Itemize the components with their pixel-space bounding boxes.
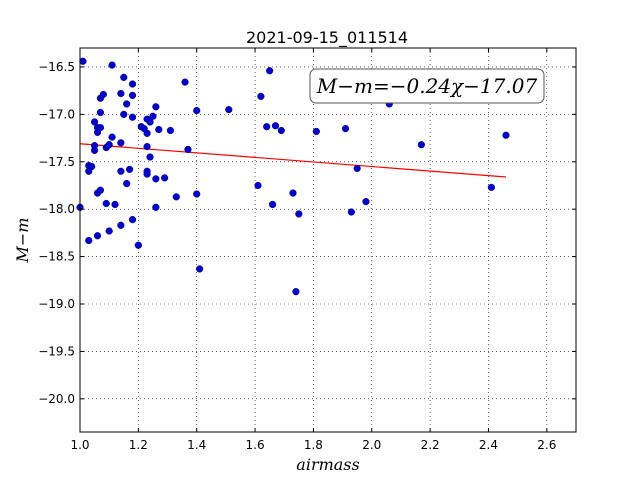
- data-point: [146, 118, 154, 126]
- data-point: [117, 89, 125, 98]
- data-point: [128, 216, 137, 224]
- data-point: [353, 164, 361, 173]
- y-tick-label: −17.0: [38, 107, 75, 121]
- data-point: [88, 162, 96, 171]
- data-point: [149, 112, 157, 120]
- data-point: [225, 106, 233, 114]
- y-tick-label: −18.0: [38, 202, 75, 216]
- data-point: [257, 92, 265, 100]
- x-tick-label: 2.0: [362, 438, 381, 452]
- data-point: [90, 142, 99, 150]
- x-axis-label: airmass: [296, 455, 359, 474]
- data-point: [128, 113, 137, 121]
- data-point: [268, 200, 277, 209]
- data-point: [126, 165, 134, 173]
- data-point: [295, 210, 303, 218]
- data-point: [292, 288, 300, 296]
- data-point: [108, 133, 116, 141]
- data-point: [155, 125, 163, 134]
- fit-annotation-text: M−m=−0.24χ−17.07: [316, 74, 538, 98]
- fit-line-layer: [79, 143, 507, 178]
- data-point: [111, 200, 119, 209]
- data-point: [143, 170, 151, 178]
- data-point: [271, 122, 280, 130]
- data-point: [417, 141, 425, 149]
- data-point: [128, 80, 137, 88]
- x-tick-label: 1.2: [129, 438, 148, 452]
- data-point: [289, 189, 297, 197]
- x-tick-label: 1.0: [70, 438, 89, 452]
- x-tick-label: 1.8: [304, 438, 323, 452]
- data-point: [502, 131, 510, 139]
- x-tick-label: 1.6: [246, 438, 265, 452]
- fit-line: [79, 143, 507, 178]
- y-tick-label: −17.5: [38, 155, 75, 169]
- x-tick-label: 2.2: [421, 438, 440, 452]
- data-point: [134, 241, 142, 249]
- y-tick-label: −20.0: [38, 392, 75, 406]
- data-point: [161, 174, 169, 182]
- data-point: [193, 106, 201, 115]
- data-point: [193, 190, 201, 198]
- data-point: [96, 124, 105, 132]
- data-point: [120, 110, 128, 118]
- data-point: [254, 181, 262, 190]
- x-tick-label: 2.4: [479, 438, 498, 452]
- data-point: [266, 67, 274, 75]
- data-point: [277, 126, 285, 135]
- data-point: [108, 61, 116, 69]
- data-point: [105, 227, 113, 235]
- data-point: [85, 236, 93, 245]
- data-point: [123, 179, 131, 188]
- data-point: [117, 167, 125, 175]
- data-points: [76, 57, 510, 296]
- data-point: [166, 126, 175, 135]
- data-point: [123, 100, 131, 108]
- data-point: [196, 265, 204, 273]
- fit-annotation-box: [309, 68, 545, 104]
- fit-annotation: M−m=−0.24χ−17.07: [309, 68, 545, 104]
- data-point: [120, 73, 128, 81]
- data-point: [79, 57, 87, 65]
- y-tick-label: −19.0: [38, 297, 75, 311]
- data-point: [184, 145, 192, 154]
- data-point: [172, 193, 180, 201]
- data-point: [152, 103, 160, 111]
- y-axis-label: M−m: [13, 218, 32, 264]
- data-point: [263, 123, 271, 131]
- data-point: [117, 221, 125, 229]
- data-point: [143, 129, 151, 137]
- plot-frame: [79, 47, 577, 433]
- chart-title: 2021-09-15_011514: [246, 28, 408, 48]
- tick-labels: 1.0 1.2 1.4 1.6 1.8 2.0 2.2 2.4 2.6 −16.5 −17.0 −17…: [38, 60, 556, 452]
- data-point: [181, 78, 189, 86]
- data-point: [96, 108, 105, 117]
- data-point: [152, 175, 160, 183]
- data-point: [143, 143, 151, 151]
- x-tick-label: 1.4: [187, 438, 206, 452]
- x-tick-label: 2.6: [537, 438, 556, 452]
- y-tick-label: −19.5: [38, 344, 75, 358]
- data-point: [99, 90, 107, 99]
- data-point: [96, 186, 105, 194]
- data-point: [152, 203, 160, 211]
- data-point: [146, 153, 154, 161]
- data-point: [487, 183, 495, 191]
- data-point: [90, 118, 99, 126]
- data-point: [93, 232, 102, 240]
- y-tick-label: −16.5: [38, 60, 75, 74]
- data-point: [117, 139, 125, 147]
- data-point: [347, 208, 355, 216]
- data-point: [362, 198, 370, 206]
- data-point: [105, 141, 113, 149]
- ticks: [79, 48, 576, 432]
- data-point: [102, 199, 110, 208]
- data-point: [312, 127, 320, 136]
- y-tick-label: −18.5: [38, 250, 75, 264]
- data-point: [128, 91, 137, 100]
- data-point: [341, 124, 350, 133]
